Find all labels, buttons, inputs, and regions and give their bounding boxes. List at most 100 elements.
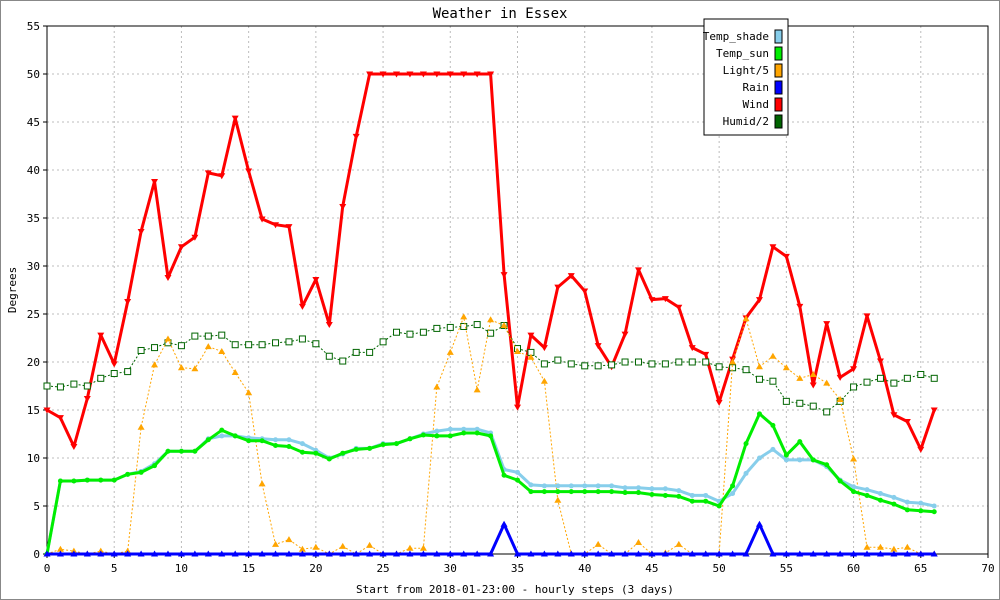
data-point-temp-sun bbox=[488, 433, 494, 439]
data-point-humid-2 bbox=[204, 332, 212, 340]
legend-box bbox=[703, 18, 789, 136]
data-point-humid-2 bbox=[110, 370, 118, 378]
data-point-humid-2 bbox=[231, 341, 239, 349]
data-point-temp-shade bbox=[541, 483, 547, 489]
data-point-humid-2 bbox=[769, 377, 777, 385]
x-tick-label: 60 bbox=[847, 562, 860, 575]
data-point-rain bbox=[204, 550, 212, 557]
data-point-light-5 bbox=[675, 540, 683, 547]
data-point-wind bbox=[648, 297, 656, 304]
data-point-temp-sun bbox=[71, 478, 77, 484]
data-point-temp-shade bbox=[877, 491, 883, 497]
data-point-rain bbox=[809, 550, 817, 557]
data-point-light-5 bbox=[729, 358, 737, 365]
data-point-temp-sun bbox=[192, 448, 198, 454]
data-point-temp-sun bbox=[299, 449, 305, 455]
data-point-light-5 bbox=[514, 347, 521, 354]
data-point-humid-2 bbox=[621, 358, 629, 366]
data-point-humid-2 bbox=[755, 375, 763, 383]
data-point-rain bbox=[43, 550, 51, 557]
data-point-humid-2 bbox=[540, 360, 548, 368]
data-point-humid-2 bbox=[312, 340, 320, 348]
data-point-temp-sun bbox=[837, 478, 843, 484]
data-point-humid-2 bbox=[742, 366, 750, 374]
data-point-temp-sun bbox=[595, 489, 601, 495]
data-point-wind bbox=[594, 343, 602, 350]
data-point-humid-2 bbox=[876, 374, 884, 382]
data-point-light-5 bbox=[594, 540, 602, 547]
series-line-temp-shade bbox=[45, 427, 935, 555]
data-point-temp-sun bbox=[743, 441, 749, 447]
data-point-light-5 bbox=[164, 335, 172, 342]
data-point-temp-shade bbox=[434, 428, 440, 434]
data-point-wind bbox=[567, 273, 575, 280]
data-point-wind bbox=[137, 228, 145, 235]
data-point-wind bbox=[379, 71, 387, 78]
data-point-wind bbox=[285, 224, 293, 231]
y-tick-label: 55 bbox=[27, 20, 40, 33]
data-point-humid-2 bbox=[83, 382, 91, 390]
data-point-humid-2 bbox=[406, 330, 414, 338]
data-point-rain bbox=[487, 550, 495, 557]
data-point-temp-sun bbox=[891, 501, 897, 507]
data-point-wind bbox=[352, 133, 360, 140]
data-point-humid-2 bbox=[137, 346, 145, 354]
data-point-wind bbox=[97, 332, 105, 339]
data-point-humid-2 bbox=[393, 328, 401, 336]
data-point-wind bbox=[930, 407, 938, 414]
data-point-wind bbox=[487, 71, 495, 78]
data-point-rain bbox=[688, 550, 696, 557]
data-point-humid-2 bbox=[634, 358, 642, 366]
data-point-rain bbox=[890, 550, 898, 557]
y-tick-label: 30 bbox=[27, 260, 40, 273]
data-point-temp-shade bbox=[582, 483, 588, 489]
data-point-wind bbox=[446, 71, 454, 78]
data-point-light-5 bbox=[204, 343, 212, 350]
legend-label-temp-sun: Temp_sun bbox=[716, 47, 769, 60]
data-point-rain bbox=[83, 550, 91, 557]
data-point-rain bbox=[648, 550, 656, 557]
data-point-rain bbox=[702, 550, 710, 557]
data-point-rain bbox=[836, 550, 844, 557]
data-point-temp-shade bbox=[649, 486, 655, 492]
data-point-rain bbox=[581, 550, 589, 557]
data-point-temp-sun bbox=[635, 490, 641, 496]
data-point-light-5 bbox=[809, 370, 817, 377]
data-point-wind bbox=[204, 170, 212, 177]
data-point-rain bbox=[177, 550, 185, 557]
data-point-temp-sun bbox=[609, 489, 615, 495]
data-point-light-5 bbox=[742, 315, 750, 322]
series-line-rain bbox=[47, 522, 935, 556]
data-point-rain bbox=[527, 550, 535, 557]
data-point-rain bbox=[218, 550, 226, 557]
data-point-humid-2 bbox=[151, 344, 159, 352]
data-point-wind bbox=[527, 332, 535, 339]
data-point-temp-sun bbox=[931, 509, 937, 515]
data-point-wind bbox=[554, 284, 562, 291]
data-point-rain bbox=[621, 550, 629, 557]
data-point-humid-2 bbox=[608, 361, 616, 369]
data-point-temp-shade bbox=[743, 470, 749, 476]
data-point-temp-sun bbox=[541, 489, 547, 495]
data-point-temp-sun bbox=[730, 483, 736, 489]
data-point-temp-sun bbox=[165, 448, 171, 454]
data-point-humid-2 bbox=[191, 332, 199, 340]
legend-label-temp-shade: Temp_shade bbox=[703, 30, 769, 43]
data-point-temp-shade bbox=[730, 491, 736, 497]
data-point-light-5 bbox=[191, 365, 199, 372]
data-point-wind bbox=[823, 321, 831, 328]
data-point-rain bbox=[164, 550, 172, 557]
data-point-temp-shade bbox=[756, 455, 762, 461]
data-point-wind bbox=[43, 407, 51, 414]
data-point-temp-shade bbox=[568, 483, 574, 489]
data-point-humid-2 bbox=[648, 360, 656, 368]
data-point-humid-2 bbox=[554, 356, 562, 364]
data-point-rain bbox=[514, 550, 521, 557]
data-point-temp-shade bbox=[703, 492, 709, 498]
data-point-light-5 bbox=[285, 536, 293, 543]
data-point-temp-sun bbox=[447, 433, 453, 439]
data-point-rain bbox=[850, 550, 858, 557]
data-point-temp-shade bbox=[622, 485, 628, 491]
data-point-humid-2 bbox=[675, 358, 683, 366]
